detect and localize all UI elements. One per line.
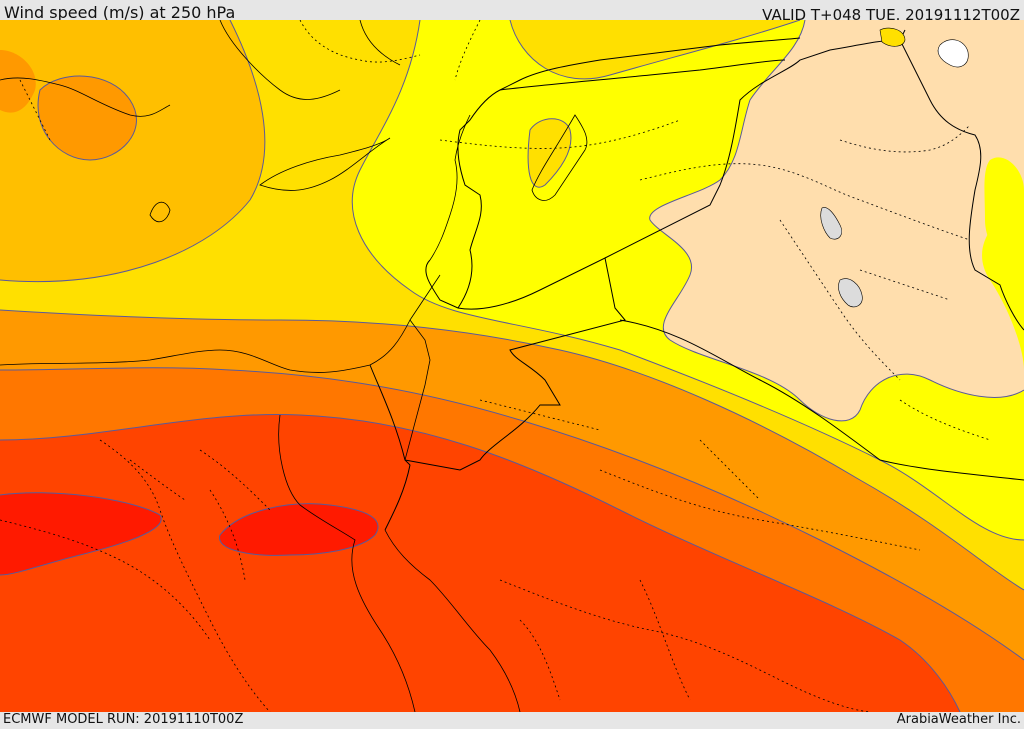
coastlines [0,20,588,712]
map-title: Wind speed (m/s) at 250 hPa [4,3,236,22]
country-borders [369,29,1024,531]
band-8-patch-sinai [219,503,378,556]
map-canvas [0,20,1024,712]
lake-2 [838,278,863,308]
lakes [820,27,969,308]
band-2-patch-east [984,157,1024,263]
admin-boundaries [0,20,991,712]
lake-1 [820,207,842,240]
model-run: ECMWF MODEL RUN: 20191110T00Z [3,712,244,727]
band-2-patch-north [528,118,571,188]
valid-time: VALID T+048 TUE. 20191112T00Z [762,6,1020,24]
band-8-patch-west [0,492,162,575]
band-5-patch-northwest [38,76,137,160]
credit: ArabiaWeather Inc. [896,712,1021,727]
speed-contours [0,20,1024,712]
wind-speed-map [0,20,1024,712]
band-7-area [0,414,960,712]
lake-4 [879,27,906,47]
band-5-patch-corner [0,50,36,113]
lake-3 [937,39,969,68]
